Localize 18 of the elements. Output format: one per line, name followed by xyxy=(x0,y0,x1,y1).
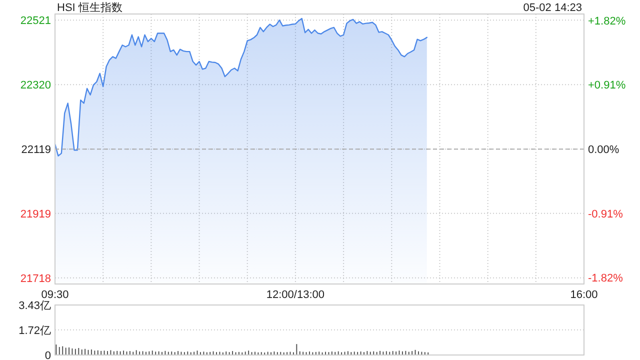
ytick: 1.72亿 xyxy=(18,324,51,337)
annotation: 05-02 14:23 xyxy=(523,2,582,14)
y2tick: -1.82% xyxy=(588,272,623,285)
y2tick: +0.91% xyxy=(588,80,626,92)
xtick: 16:00 xyxy=(570,289,598,301)
xtick: 12:00/13:00 xyxy=(266,289,325,301)
y2tick: +1.82% xyxy=(588,15,626,28)
ytick: 21919 xyxy=(20,208,51,220)
ytick: 0 xyxy=(44,350,51,360)
ytick: 22320 xyxy=(20,80,51,92)
ytick: 21718 xyxy=(20,272,51,285)
ytick: 3.43亿 xyxy=(18,300,51,312)
xtick: 09:30 xyxy=(41,289,69,301)
ytick: 22119 xyxy=(21,144,51,156)
ytick: 22521 xyxy=(20,15,51,28)
y2tick: 0.00% xyxy=(588,144,620,156)
y2tick: -0.91% xyxy=(588,208,623,220)
title: HSI 恒生指数 xyxy=(57,2,122,14)
